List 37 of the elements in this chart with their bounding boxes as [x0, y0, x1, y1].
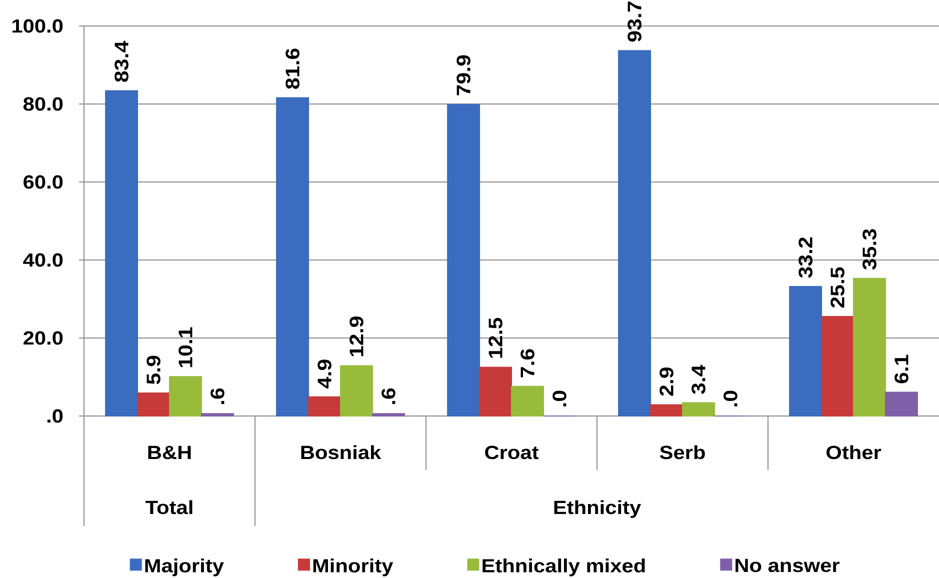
- legend-label: Majority: [145, 558, 224, 576]
- legend-label: Minority: [313, 558, 394, 576]
- data-label: .0: [552, 390, 566, 406]
- data-label: 3.4: [692, 364, 706, 394]
- y-tick-label: .0: [47, 409, 63, 423]
- data-label: .0: [724, 390, 738, 406]
- data-label: 79.9: [456, 55, 470, 96]
- x-tick-label: Other: [826, 445, 882, 460]
- data-label: 6.1: [894, 354, 908, 384]
- data-label: 93.7: [628, 2, 642, 42]
- data-label: 2.9: [660, 367, 674, 396]
- data-label: 25.5: [830, 267, 844, 308]
- y-tick-label: 20.0: [24, 331, 63, 345]
- data-label: 33.2: [798, 237, 812, 278]
- data-label: 12.5: [488, 318, 502, 358]
- y-tick-label: 60.0: [24, 175, 63, 189]
- x-tick-label: Bosniak: [301, 445, 382, 460]
- data-label: 81.6: [286, 48, 300, 89]
- legend-label: No answer: [736, 558, 840, 572]
- data-label: .6: [210, 388, 224, 404]
- x-tick-label: B&H: [148, 446, 191, 460]
- text: Total: [146, 500, 192, 514]
- data-label: 5.9: [146, 356, 160, 384]
- data-label: 12.9: [350, 316, 364, 356]
- y-tick-label: 100.0: [12, 19, 63, 33]
- x-tick-label: Croat: [485, 446, 539, 460]
- data-label: 35.3: [862, 229, 876, 270]
- y-tick-label: 80.0: [23, 97, 63, 111]
- data-label: 7.6: [520, 349, 534, 378]
- text: Ethnicity: [554, 500, 642, 518]
- legend-label: Ethnically mixed: [482, 558, 645, 576]
- data-label: .6: [382, 388, 396, 404]
- data-label: 83.4: [114, 40, 128, 82]
- x-tick-label: Serb: [660, 445, 705, 460]
- data-label: 10.1: [178, 327, 192, 368]
- y-tick-label: 40.0: [23, 253, 63, 267]
- data-label: 4.9: [318, 360, 332, 388]
